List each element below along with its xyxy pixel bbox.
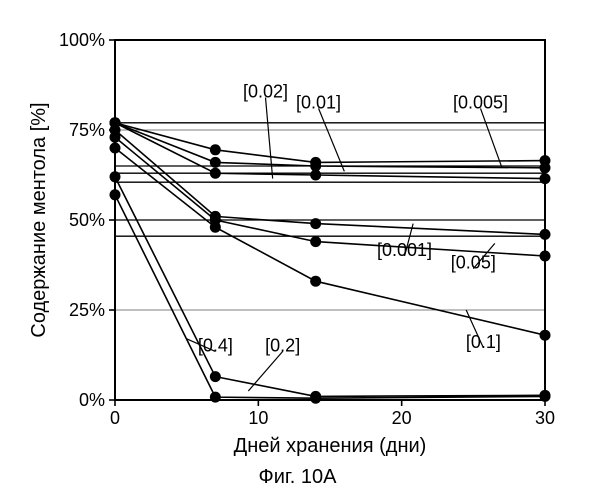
series-annotation: [0.1] [466,332,501,352]
chart-svg: 0 10 20 30 0% 25% 50% 75% 100% Дней хранения (дни… [0,0,595,500]
data-marker [540,162,551,173]
y-tick-label: 25% [69,300,105,320]
x-tick-label: 30 [535,408,555,428]
data-marker [210,144,221,155]
y-tick-label: 100% [59,30,105,50]
data-marker [540,251,551,262]
chart-background [0,0,595,500]
data-marker [540,330,551,341]
data-marker [310,276,321,287]
y-tick-label: 75% [69,120,105,140]
data-marker [310,236,321,247]
data-marker [110,189,121,200]
series-annotation: [0.02] [243,82,288,102]
data-marker [310,393,321,404]
data-marker [110,132,121,143]
x-axis-label: Дней хранения (дни) [234,435,427,457]
series-annotation: [0.4] [198,335,233,355]
series-annotation: [0.2] [265,335,300,355]
y-tick-label: 0% [79,390,105,410]
y-tick-label: 50% [69,210,105,230]
data-marker [310,218,321,229]
data-marker [310,170,321,181]
series-annotation: [0.001] [377,240,432,260]
series-annotation: [0.05] [451,253,496,273]
data-marker [110,171,121,182]
series-annotation: [0.005] [453,92,508,112]
figure-caption: Фиг. 10A [0,466,595,489]
data-marker [110,143,121,154]
data-marker [210,392,221,403]
x-tick-label: 0 [110,408,120,428]
x-tick-label: 20 [392,408,412,428]
y-axis-label: Содержание ментола [%] [28,102,50,337]
data-marker [210,168,221,179]
figure-container: 0 10 20 30 0% 25% 50% 75% 100% Дней хранения (дни… [0,0,595,500]
data-marker [210,222,221,233]
data-marker [540,229,551,240]
data-marker [210,371,221,382]
data-marker [540,173,551,184]
series-annotation: [0.01] [296,92,341,112]
x-tick-label: 10 [248,408,268,428]
data-marker [210,157,221,168]
